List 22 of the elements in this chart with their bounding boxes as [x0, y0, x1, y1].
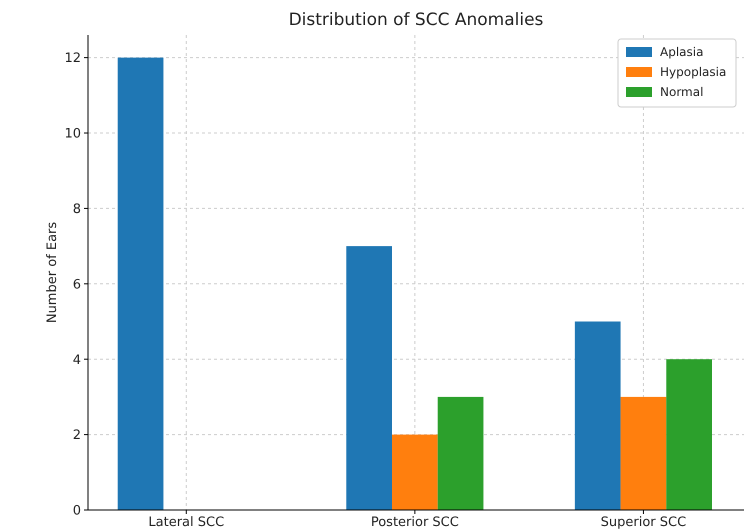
y-tick-label: 2	[72, 428, 81, 444]
bar	[574, 322, 621, 510]
bar	[118, 58, 164, 510]
x-tick-label: Posterior SCC	[370, 515, 459, 530]
bar	[438, 396, 484, 510]
y-tick-label: 6	[72, 277, 81, 292]
bar	[346, 246, 392, 510]
bar	[392, 434, 438, 510]
bar	[666, 359, 712, 510]
y-tick-label: 0	[72, 504, 81, 519]
y-tick-label: 4	[72, 352, 81, 368]
x-tick-label: Superior SCC	[600, 515, 686, 530]
y-axis-title: Number of Ears	[45, 222, 60, 324]
legend-label: Aplasia	[660, 45, 704, 60]
legend-label: Hypoplasia	[660, 65, 726, 80]
y-tick-label: 8	[72, 202, 81, 217]
chart-title: Distribution of SCC Anomalies	[288, 10, 544, 30]
legend-label: Normal	[660, 85, 704, 100]
x-tick-label: Lateral SCC	[148, 515, 224, 530]
bar	[620, 396, 666, 510]
y-tick-label: 10	[64, 126, 81, 142]
y-tick-label: 12	[64, 51, 81, 66]
